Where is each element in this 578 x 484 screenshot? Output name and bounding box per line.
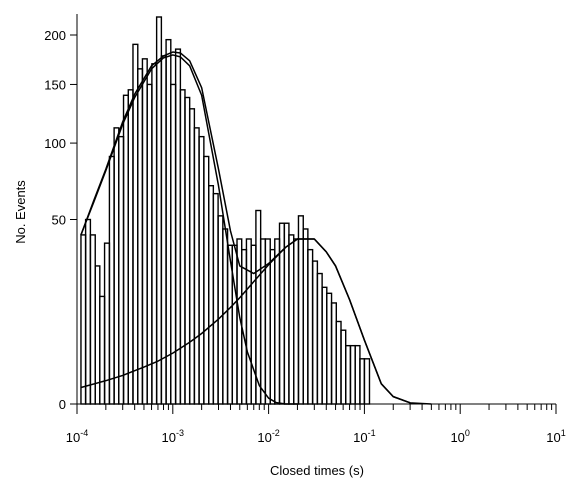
histogram-bar xyxy=(127,89,134,405)
histogram-bar xyxy=(245,238,252,405)
y-tick-label: 0 xyxy=(59,397,66,412)
histogram-bar xyxy=(340,329,347,405)
histogram-bar xyxy=(345,344,352,405)
y-tick-label: 200 xyxy=(44,28,66,43)
fit-total xyxy=(80,51,411,404)
histogram-bar xyxy=(84,218,92,405)
histogram-bar xyxy=(198,135,205,405)
histogram-bar xyxy=(311,260,319,405)
histogram-bar xyxy=(250,244,257,405)
histogram xyxy=(80,16,371,405)
histogram-bar xyxy=(184,96,191,405)
x-tick-label: 10-1 xyxy=(353,428,375,445)
histogram-bar xyxy=(217,215,224,405)
histogram-bar xyxy=(231,244,238,405)
histogram-bar xyxy=(326,292,333,405)
histogram-bar xyxy=(288,234,295,405)
histogram-bar xyxy=(141,58,148,405)
y-axis-ticks: 0 50 100 150 200 xyxy=(44,28,77,412)
histogram-bar xyxy=(118,135,125,405)
histogram-bar xyxy=(99,295,106,405)
histogram-bar xyxy=(297,215,304,405)
y-tick-label: 50 xyxy=(52,213,66,228)
histogram-bar xyxy=(293,238,300,405)
fit-component-1 xyxy=(80,54,298,405)
histogram-bar xyxy=(113,127,120,405)
histogram-bar xyxy=(354,344,361,405)
histogram-bar xyxy=(349,344,356,405)
histogram-bar xyxy=(212,192,219,405)
y-tick-label: 150 xyxy=(44,77,66,92)
histogram-bar xyxy=(316,272,323,405)
histogram-bar xyxy=(335,320,342,405)
histogram-bar xyxy=(146,83,153,405)
y-axis-title: No. Events xyxy=(13,180,28,244)
x-axis-title: Closed times (s) xyxy=(270,463,364,478)
histogram-bar xyxy=(188,108,196,405)
histogram-bar xyxy=(203,155,210,405)
histogram-bar xyxy=(274,238,281,405)
y-tick-label: 100 xyxy=(44,136,66,151)
histogram-bar xyxy=(259,238,267,405)
histogram-bar xyxy=(151,63,158,405)
histogram-bar xyxy=(363,358,371,405)
x-axis-ticks: 10-4 10-3 10-2 10-1 100 101 xyxy=(66,404,566,445)
x-tick-label: 100 xyxy=(450,428,469,445)
histogram-bar xyxy=(108,155,115,405)
histogram-bar xyxy=(222,228,229,405)
histogram-bar xyxy=(89,234,96,405)
histogram-bar xyxy=(330,302,338,405)
histogram-bar xyxy=(321,286,328,405)
histogram-bar xyxy=(170,83,177,405)
x-tick-label: 10-4 xyxy=(66,428,88,445)
x-tick-label: 10-3 xyxy=(162,428,184,445)
histogram-bar xyxy=(307,248,314,405)
x-tick-label: 10-2 xyxy=(257,428,279,445)
histogram-bar xyxy=(155,16,163,405)
histogram-bar xyxy=(160,55,167,405)
fit-curves xyxy=(80,51,432,405)
x-tick-label: 101 xyxy=(546,428,565,445)
histogram-bar xyxy=(255,209,262,405)
histogram-bar xyxy=(193,127,200,405)
histogram-bar xyxy=(122,94,129,405)
histogram-bar xyxy=(165,38,172,405)
